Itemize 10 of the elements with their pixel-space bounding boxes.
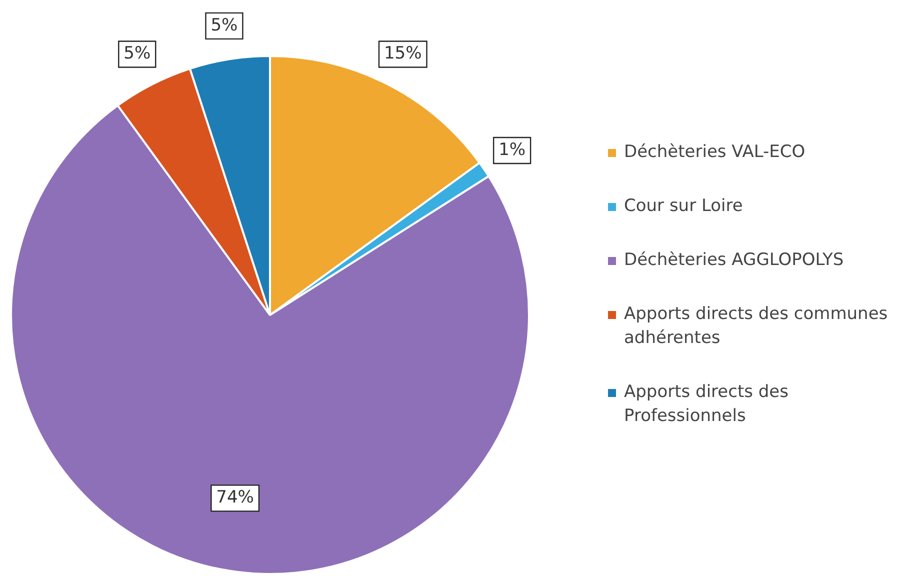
data-label: 15% — [384, 44, 422, 64]
legend-label: Déchèteries AGGLOPOLYS — [624, 249, 844, 272]
data-label: 5% — [210, 15, 238, 36]
legend-label: Déchèteries VAL-ECO — [624, 141, 806, 164]
data-label: 1% — [498, 140, 526, 160]
legend-label: Apports directs des Professionnels — [624, 381, 790, 428]
legend-label: Apports directs des communes adhérentes — [624, 303, 889, 350]
legend-label: Cour sur Loire — [624, 195, 743, 218]
data-label: 5% — [124, 44, 151, 64]
data-label: 74% — [216, 488, 254, 508]
